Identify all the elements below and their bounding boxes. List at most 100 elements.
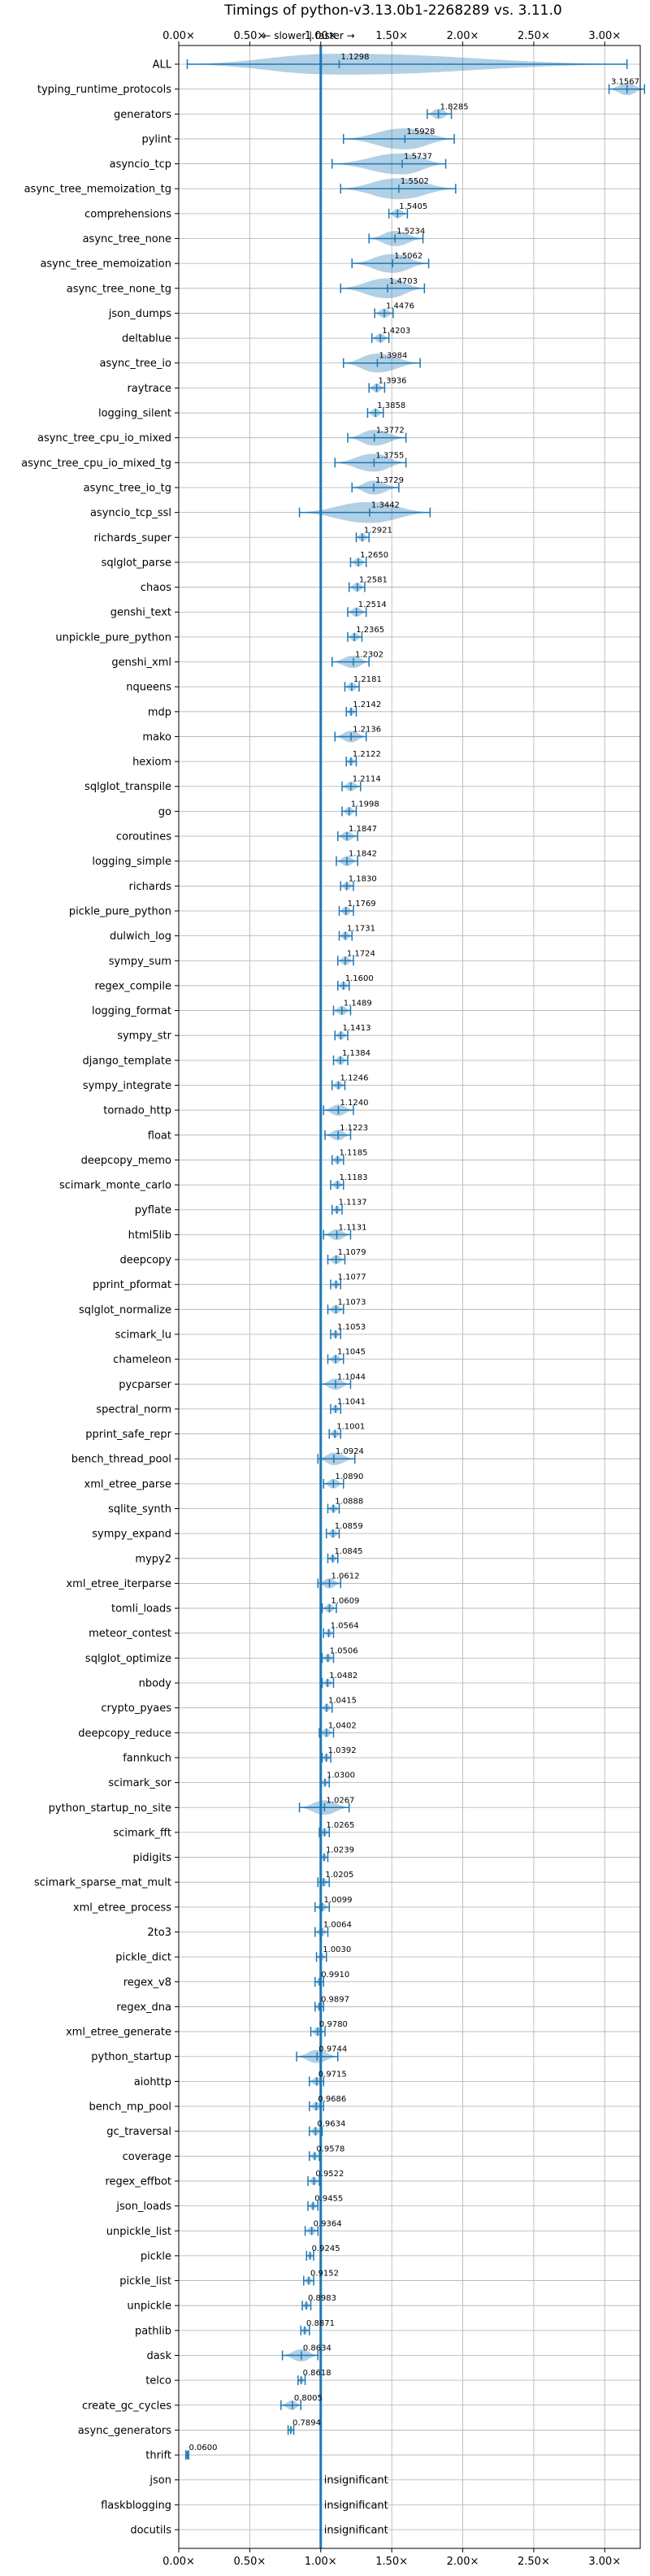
x-tick-label-bottom: 1.50× [375,2556,408,2568]
value-label: 1.1053 [337,1323,366,1332]
benchmark-label: generators [114,109,171,121]
benchmark-label: scimark_sor [108,1777,171,1789]
benchmark-label: pprint_pformat [93,1279,171,1291]
value-label: 1.4203 [382,327,410,336]
value-label: 1.0265 [326,1821,354,1830]
benchmark-label: regex_dna [116,2001,171,2014]
benchmark-label: async_tree_none [83,233,171,245]
value-label: 1.5234 [396,228,425,236]
value-label: 1.2136 [353,725,381,734]
benchmark-label: docutils [130,2525,171,2537]
value-label: 1.1769 [348,900,376,909]
direction-annotation: ← slower | faster → [262,30,354,41]
insignificant-label: insignificant [324,2525,388,2537]
benchmark-layer: 1.1298 3.1567 1.8285 1.5928 1.5737 1.5502 1.54… [184,46,645,2548]
value-label: 1.0415 [328,1697,357,1706]
value-label: 1.1001 [336,1423,365,1432]
benchmark-label: telco [145,2375,171,2387]
value-label: 1.0924 [336,1447,364,1456]
benchmark-label: sympy_integrate [83,1080,171,1092]
value-label: 1.8285 [440,102,469,111]
benchmark-label: create_gc_cycles [82,2400,171,2412]
benchmark-label: logging_silent [98,408,171,420]
benchmark-label: fannkuch [123,1752,171,1764]
benchmark-label: raytrace [127,383,171,395]
value-label: 1.1842 [349,850,377,859]
benchmark-label: logging_simple [92,856,171,868]
value-label: 1.2302 [355,651,384,660]
value-label: 1.0888 [335,1497,363,1506]
insignificant-label: insignificant [324,2474,388,2487]
value-label: 1.1073 [338,1298,366,1307]
value-label: 3.1567 [611,78,639,87]
benchmark-label: 2to3 [147,1927,171,1939]
benchmark-label: xml_etree_iterparse [66,1578,171,1590]
benchmark-label: asyncio_tcp [110,158,171,171]
benchmark-label: deepcopy [119,1255,171,1267]
benchmark-label: pycparser [119,1379,171,1391]
benchmark-label: hexiom [132,757,171,769]
x-tick-label-bottom: 0.50× [233,2556,266,2568]
value-label: 1.0300 [327,1772,355,1780]
x-tick-label-top: 0.00× [162,30,195,42]
benchmark-label: json_loads [115,2201,171,2213]
benchmark-label: float [148,1130,171,1142]
axis-layer: 0.00× 0.00× 0.50× 0.50× 1.00× 1.00× 1.50× 1.50×… [21,30,621,2568]
x-tick-label-bottom: 2.50× [518,2556,550,2568]
benchmark-label: regex_effbot [105,2175,171,2188]
value-label: 0.8005 [294,2394,323,2403]
benchmark-label: flaskblogging [101,2500,171,2512]
chart-title: Timings of python-v3.13.0b1-2268289 vs. … [223,2,561,19]
benchmark-label: sqlglot_parse [102,557,171,569]
benchmark-label: pickle [141,2250,171,2262]
value-label: 1.0392 [328,1746,357,1755]
benchmark-label: scimark_lu [115,1329,171,1341]
benchmark-label: crypto_pyaes [101,1702,171,1715]
value-label: 0.8634 [303,2344,332,2353]
benchmark-label: pathlib [135,2325,171,2337]
benchmark-label: logging_format [92,1005,171,1017]
value-label: 0.0600 [188,2444,217,2452]
benchmark-label: dask [146,2350,171,2362]
benchmark-label: richards_super [93,532,171,544]
benchmark-label: nbody [139,1678,172,1690]
value-label: 1.0564 [331,1622,359,1631]
value-label: 1.2114 [353,775,381,784]
benchmark-label: pidigits [133,1852,172,1864]
benchmark-label: deepcopy_memo [81,1155,171,1167]
benchmark-label: sqlglot_transpile [84,781,171,793]
value-label: 1.3858 [377,401,405,410]
value-label: 0.8871 [306,2319,335,2328]
benchmark-label: deltablue [122,333,171,345]
benchmark-label: genshi_text [110,607,171,619]
x-tick-label-top: 3.00× [588,30,621,42]
x-tick-label-bottom: 0.00× [162,2556,195,2568]
benchmark-label: django_template [83,1055,171,1067]
benchmark-label: unpickle_pure_python [55,631,171,644]
benchmark-label: nqueens [126,682,171,694]
value-label: 0.9634 [317,2120,345,2129]
benchmark-label: ALL [153,59,172,71]
value-label: 1.1045 [337,1348,366,1357]
value-label: 1.3442 [371,501,400,510]
value-label: 1.1830 [349,874,377,883]
benchmark-label: bench_thread_pool [72,1454,171,1466]
x-tick-label-bottom: 2.00× [447,2556,479,2568]
value-label: 1.0402 [328,1721,357,1730]
value-label: 1.0506 [330,1646,358,1655]
benchmark-label: async_tree_io [99,358,171,370]
x-tick-label-top: 2.00× [447,30,479,42]
benchmark-label: regex_v8 [124,1976,171,1988]
benchmark-label: async_tree_cpu_io_mixed [37,432,171,445]
value-label: 1.0859 [335,1522,363,1531]
value-label: 1.4476 [386,301,414,310]
benchmark-label: json_dumps [108,308,171,320]
value-label: 1.1384 [342,1049,370,1058]
benchmark-label: unpickle_list [106,2226,171,2238]
value-label: 0.9152 [310,2270,339,2279]
benchmark-label: sympy_sum [109,956,171,968]
value-label: 1.5928 [406,128,435,137]
x-tick-label-bottom: 3.00× [588,2556,621,2568]
benchmark-label: dulwich_log [110,930,171,943]
benchmark-label: scimark_fft [113,1827,171,1839]
